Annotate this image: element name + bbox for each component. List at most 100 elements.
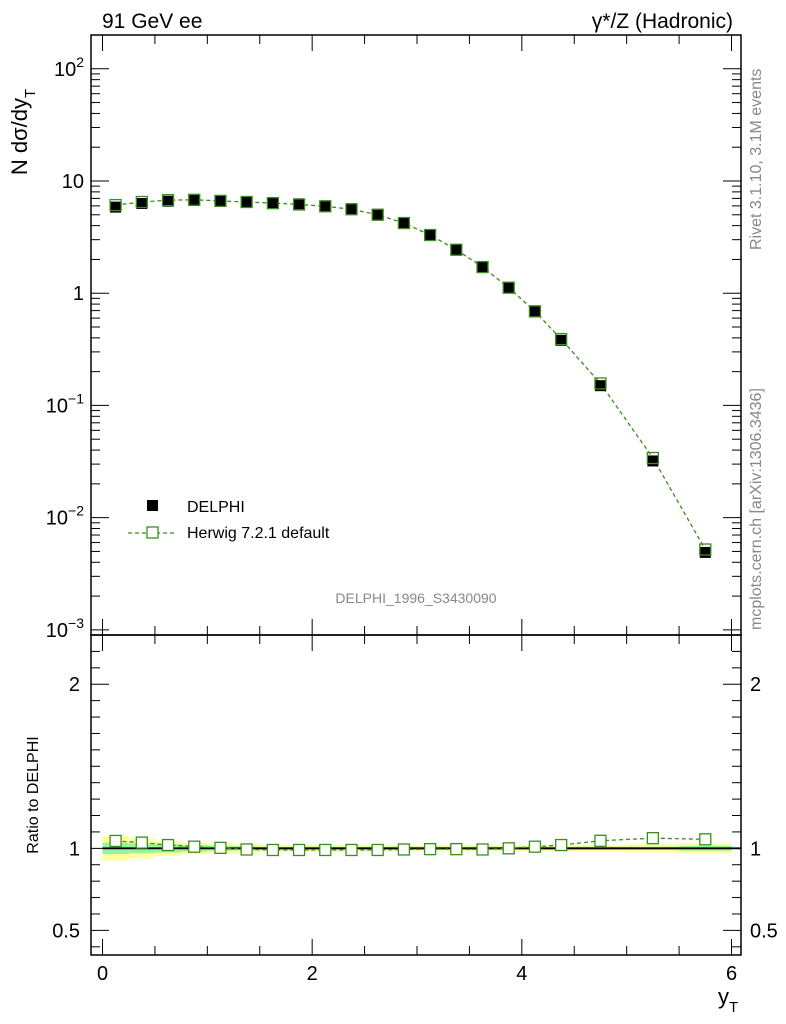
y-tick-label-base: 10 xyxy=(54,59,76,81)
y-tick-label-ratio-right: 0.5 xyxy=(750,920,778,942)
herwig-ratio-point xyxy=(594,834,607,847)
herwig-ratio-point xyxy=(109,834,122,848)
y-tick-label-ratio-right: 1 xyxy=(750,838,761,860)
energy-label: 91 GeV ee xyxy=(102,10,202,33)
herwig-ratio-point xyxy=(554,838,568,852)
y-axis-label-main-subscript: T xyxy=(22,89,39,98)
herwig-point xyxy=(319,200,332,213)
herwig-line xyxy=(115,199,706,550)
herwig-ratio-point xyxy=(502,842,515,855)
x-axis-label: yT xyxy=(718,984,738,1016)
main-plot-frame xyxy=(90,34,742,636)
herwig-ratio-point xyxy=(371,843,384,857)
delphi-point xyxy=(424,229,436,241)
delphi-point xyxy=(398,217,410,229)
delphi-point xyxy=(594,380,606,392)
herwig-point xyxy=(292,198,306,211)
delphi-point xyxy=(345,203,357,215)
delphi-point xyxy=(162,195,174,207)
analysis-id-label: DELPHI_1996_S3430090 xyxy=(335,590,496,606)
x-axis-label-text: y xyxy=(718,984,729,1009)
herwig-ratio-point xyxy=(266,843,280,857)
y-tick-label-base: 10 xyxy=(46,620,68,642)
herwig-point xyxy=(502,281,515,294)
herwig-point xyxy=(699,543,712,556)
y-tick-label-exponent: −3 xyxy=(68,615,84,631)
delphi-point xyxy=(214,195,226,207)
x-tick-label: 6 xyxy=(726,963,737,985)
herwig-point xyxy=(476,260,489,274)
herwig-point xyxy=(423,228,437,242)
herwig-ratio-point xyxy=(699,833,712,846)
legend-herwig-marker xyxy=(146,526,159,539)
y-tick-label-main: 10−2 xyxy=(46,503,84,530)
delphi-point xyxy=(241,196,253,208)
herwig-ratio-point xyxy=(646,832,660,845)
herwig-ratio-point xyxy=(161,838,175,852)
delphi-point xyxy=(503,282,515,294)
herwig-ratio-point xyxy=(397,843,411,856)
herwig-point xyxy=(135,195,148,209)
herwig-point xyxy=(345,203,358,216)
herwig-point xyxy=(450,243,463,256)
legend: DELPHI Herwig 7.2.1 default xyxy=(128,499,330,542)
y-tick-label-exponent: −1 xyxy=(68,390,84,406)
delphi-point xyxy=(450,244,462,256)
delphi-point xyxy=(110,201,122,213)
y-tick-label-ratio: 0.5 xyxy=(52,920,80,942)
x-tick-label: 4 xyxy=(516,963,527,985)
delphi-point xyxy=(529,306,541,318)
delphi-point xyxy=(372,208,384,220)
x-tick-label: 2 xyxy=(307,963,318,985)
herwig-ratio-point xyxy=(345,843,358,857)
herwig-point xyxy=(214,194,227,208)
x-tick-labels: 0 2 4 6 xyxy=(97,963,737,985)
legend-delphi-label: DELPHI xyxy=(187,499,245,516)
delphi-point xyxy=(267,197,279,209)
herwig-point xyxy=(646,451,660,465)
y-tick-label-exponent: 2 xyxy=(76,54,84,70)
svg-text:N dσ/dyT: N dσ/dyT xyxy=(7,89,39,175)
y-tick-label-exponent: −2 xyxy=(68,503,84,519)
y-tick-label-ratio: 2 xyxy=(69,674,80,696)
delphi-point xyxy=(699,546,711,558)
y-tick-label-base: 10 xyxy=(46,395,68,417)
delphi-point xyxy=(555,334,567,346)
process-label: γ*/Z (Hadronic) xyxy=(592,10,733,33)
legend-herwig-label: Herwig 7.2.1 default xyxy=(187,525,330,542)
delphi-point xyxy=(647,455,659,467)
x-tick-label: 0 xyxy=(97,963,108,985)
herwig-point xyxy=(594,377,607,390)
y-tick-label-main: 1 xyxy=(73,283,84,305)
main-axis-ticks xyxy=(91,34,741,635)
legend-delphi-marker xyxy=(147,500,158,511)
herwig-point xyxy=(188,193,201,206)
herwig-ratio-point xyxy=(214,841,227,854)
delphi-point xyxy=(136,198,148,210)
herwig-ratio-point xyxy=(528,840,542,853)
herwig-point xyxy=(554,332,568,346)
mcplots-reference-label: mcplots.cern.ch [arXiv:1306.3436] xyxy=(748,388,765,630)
herwig-point xyxy=(240,195,253,209)
delphi-point xyxy=(319,200,331,212)
herwig-ratio-point xyxy=(188,840,201,853)
y-tick-label-ratio-right: 2 xyxy=(750,674,761,696)
y-axis-label-ratio: Ratio to DELPHI xyxy=(25,736,42,853)
herwig-point xyxy=(109,198,122,212)
main-data-series xyxy=(109,193,712,558)
delphi-point xyxy=(293,198,305,210)
y-axis-label-main: N dσ/dyT xyxy=(7,89,39,175)
y-axis-label-main-text: N dσ/dy xyxy=(7,98,32,175)
herwig-point xyxy=(371,208,384,221)
x-axis-label-subscript: T xyxy=(729,999,738,1016)
ratio-axis-ticks xyxy=(91,635,741,955)
ratio-data-series xyxy=(109,832,712,857)
herwig-point xyxy=(528,305,542,318)
ratio-plot-frame xyxy=(90,634,742,956)
y-tick-label-base: 10 xyxy=(46,508,68,530)
y-tick-label-main: 10−1 xyxy=(46,390,84,417)
herwig-ratio-point xyxy=(476,843,489,856)
y-tick-label-main: 102 xyxy=(54,54,84,81)
